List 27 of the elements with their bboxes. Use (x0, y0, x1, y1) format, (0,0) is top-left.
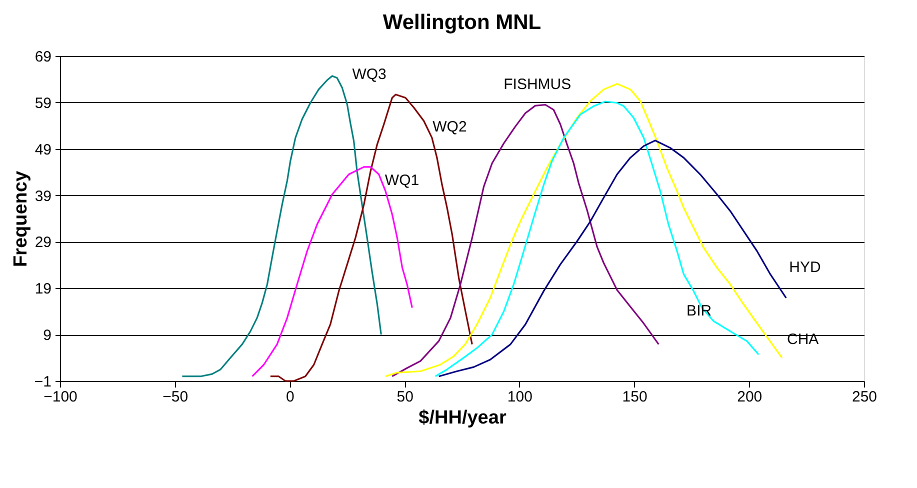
y-tick-label: 39 (34, 188, 52, 205)
y-tick-label: −1 (34, 374, 52, 390)
x-tick-label: 200 (737, 388, 762, 406)
series-label: HYD (789, 258, 821, 276)
x-tick-label: 0 (286, 388, 294, 406)
series-label: FISHMUS (504, 76, 572, 93)
y-tick-label: 29 (34, 234, 52, 252)
y-tick-label: 9 (43, 327, 52, 344)
series-label: WQ1 (384, 172, 420, 189)
line-series (434, 100, 760, 378)
x-tick-label: 50 (396, 388, 414, 406)
x-axis-title: $/HH/year (418, 408, 507, 428)
line-series (270, 94, 473, 382)
series-label: WQ2 (432, 118, 467, 136)
y-tick-label: 69 (34, 48, 52, 66)
line-series (438, 140, 787, 378)
y-axis-title: Frequency (10, 170, 32, 268)
x-tick-label: −50 (162, 388, 188, 406)
y-tick-label: 19 (34, 280, 52, 298)
chart-title: Wellington MNL (382, 11, 542, 34)
y-tick-label: 59 (34, 94, 52, 112)
x-tick-label: −100 (44, 388, 78, 406)
series-label: WQ3 (352, 66, 386, 83)
y-tick-label: 49 (34, 141, 52, 158)
x-tick-label: 100 (507, 388, 532, 406)
x-tick-label: 150 (622, 388, 648, 406)
x-tick-label: 250 (852, 388, 878, 406)
